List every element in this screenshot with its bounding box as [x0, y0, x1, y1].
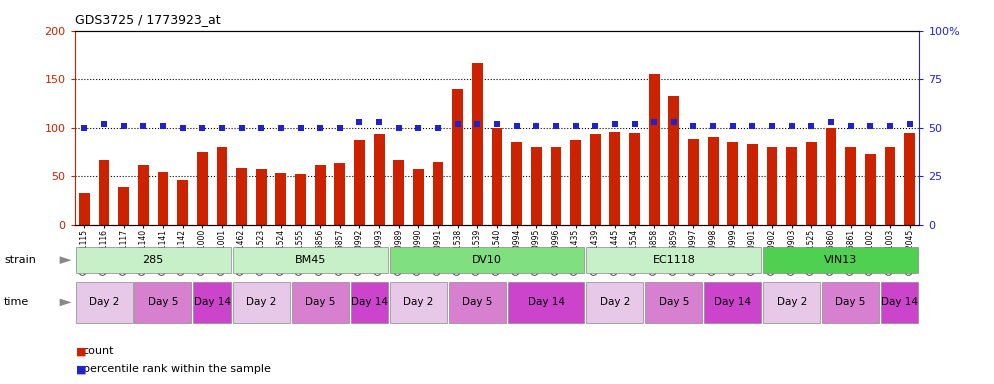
Text: Day 14: Day 14	[715, 296, 751, 306]
Bar	[354, 140, 365, 225]
Bar	[233, 247, 388, 273]
Text: Day 2: Day 2	[88, 296, 119, 306]
Bar	[452, 89, 463, 225]
Text: DV10: DV10	[472, 255, 502, 265]
Text: Day 14: Day 14	[882, 296, 918, 306]
Bar	[511, 142, 522, 225]
Bar	[845, 147, 856, 225]
Text: Day 2: Day 2	[247, 296, 276, 306]
Bar	[705, 282, 761, 323]
Text: Day 5: Day 5	[836, 296, 866, 306]
Bar	[668, 96, 679, 225]
Text: BM45: BM45	[294, 255, 326, 265]
Bar	[747, 144, 757, 225]
Text: Day 14: Day 14	[351, 296, 388, 306]
Bar	[255, 169, 266, 225]
Bar	[138, 166, 149, 225]
Bar	[688, 139, 699, 225]
Bar	[763, 282, 820, 323]
Bar	[194, 282, 231, 323]
Bar	[295, 174, 306, 225]
Text: Day 2: Day 2	[776, 296, 807, 306]
Bar	[432, 162, 443, 225]
Bar	[492, 127, 502, 225]
Bar	[76, 247, 231, 273]
Bar	[728, 142, 739, 225]
Bar	[374, 134, 385, 225]
Bar	[390, 282, 447, 323]
Bar	[609, 132, 620, 225]
Bar	[763, 247, 918, 273]
Bar	[586, 282, 643, 323]
Text: Day 14: Day 14	[194, 296, 231, 306]
Bar	[826, 127, 836, 225]
Bar	[197, 152, 208, 225]
Bar	[98, 160, 109, 225]
Bar	[766, 147, 777, 225]
Bar	[158, 172, 168, 225]
Bar	[334, 162, 345, 225]
Text: ■: ■	[76, 346, 86, 356]
Text: GDS3725 / 1773923_at: GDS3725 / 1773923_at	[75, 13, 221, 26]
Text: percentile rank within the sample: percentile rank within the sample	[83, 364, 270, 374]
Bar	[217, 147, 228, 225]
Text: Day 2: Day 2	[404, 296, 433, 306]
Bar	[237, 169, 247, 225]
Bar	[708, 137, 719, 225]
Bar	[589, 134, 600, 225]
Bar	[390, 247, 584, 273]
Bar	[508, 282, 584, 323]
Bar	[134, 282, 192, 323]
Bar	[881, 282, 918, 323]
Text: Day 5: Day 5	[148, 296, 178, 306]
Bar	[531, 147, 542, 225]
Bar	[645, 282, 703, 323]
Text: 285: 285	[142, 255, 164, 265]
Bar	[865, 154, 876, 225]
Bar	[351, 282, 388, 323]
Text: EC1118: EC1118	[652, 255, 695, 265]
Bar	[822, 282, 879, 323]
Bar	[449, 282, 506, 323]
Text: ■: ■	[76, 364, 86, 374]
Text: Day 14: Day 14	[528, 296, 565, 306]
Bar	[233, 282, 289, 323]
Bar	[649, 74, 660, 225]
Text: Day 5: Day 5	[659, 296, 689, 306]
Text: time: time	[4, 297, 29, 308]
Bar	[586, 247, 761, 273]
Bar	[394, 160, 405, 225]
Bar	[118, 187, 129, 225]
Text: Day 2: Day 2	[599, 296, 630, 306]
Bar	[79, 193, 89, 225]
Bar	[551, 147, 562, 225]
Bar	[806, 142, 817, 225]
Text: VIN13: VIN13	[824, 255, 858, 265]
Bar	[786, 147, 797, 225]
Text: Day 5: Day 5	[462, 296, 493, 306]
Text: count: count	[83, 346, 114, 356]
Text: strain: strain	[4, 255, 36, 265]
Bar	[571, 140, 581, 225]
Text: Day 5: Day 5	[305, 296, 335, 306]
Bar	[76, 282, 132, 323]
Bar	[315, 166, 326, 225]
Bar	[177, 180, 188, 225]
Bar	[291, 282, 349, 323]
Bar	[905, 132, 915, 225]
Bar	[885, 147, 896, 225]
Bar	[275, 173, 286, 225]
Bar	[413, 169, 423, 225]
Bar	[472, 63, 483, 225]
Bar	[629, 132, 640, 225]
